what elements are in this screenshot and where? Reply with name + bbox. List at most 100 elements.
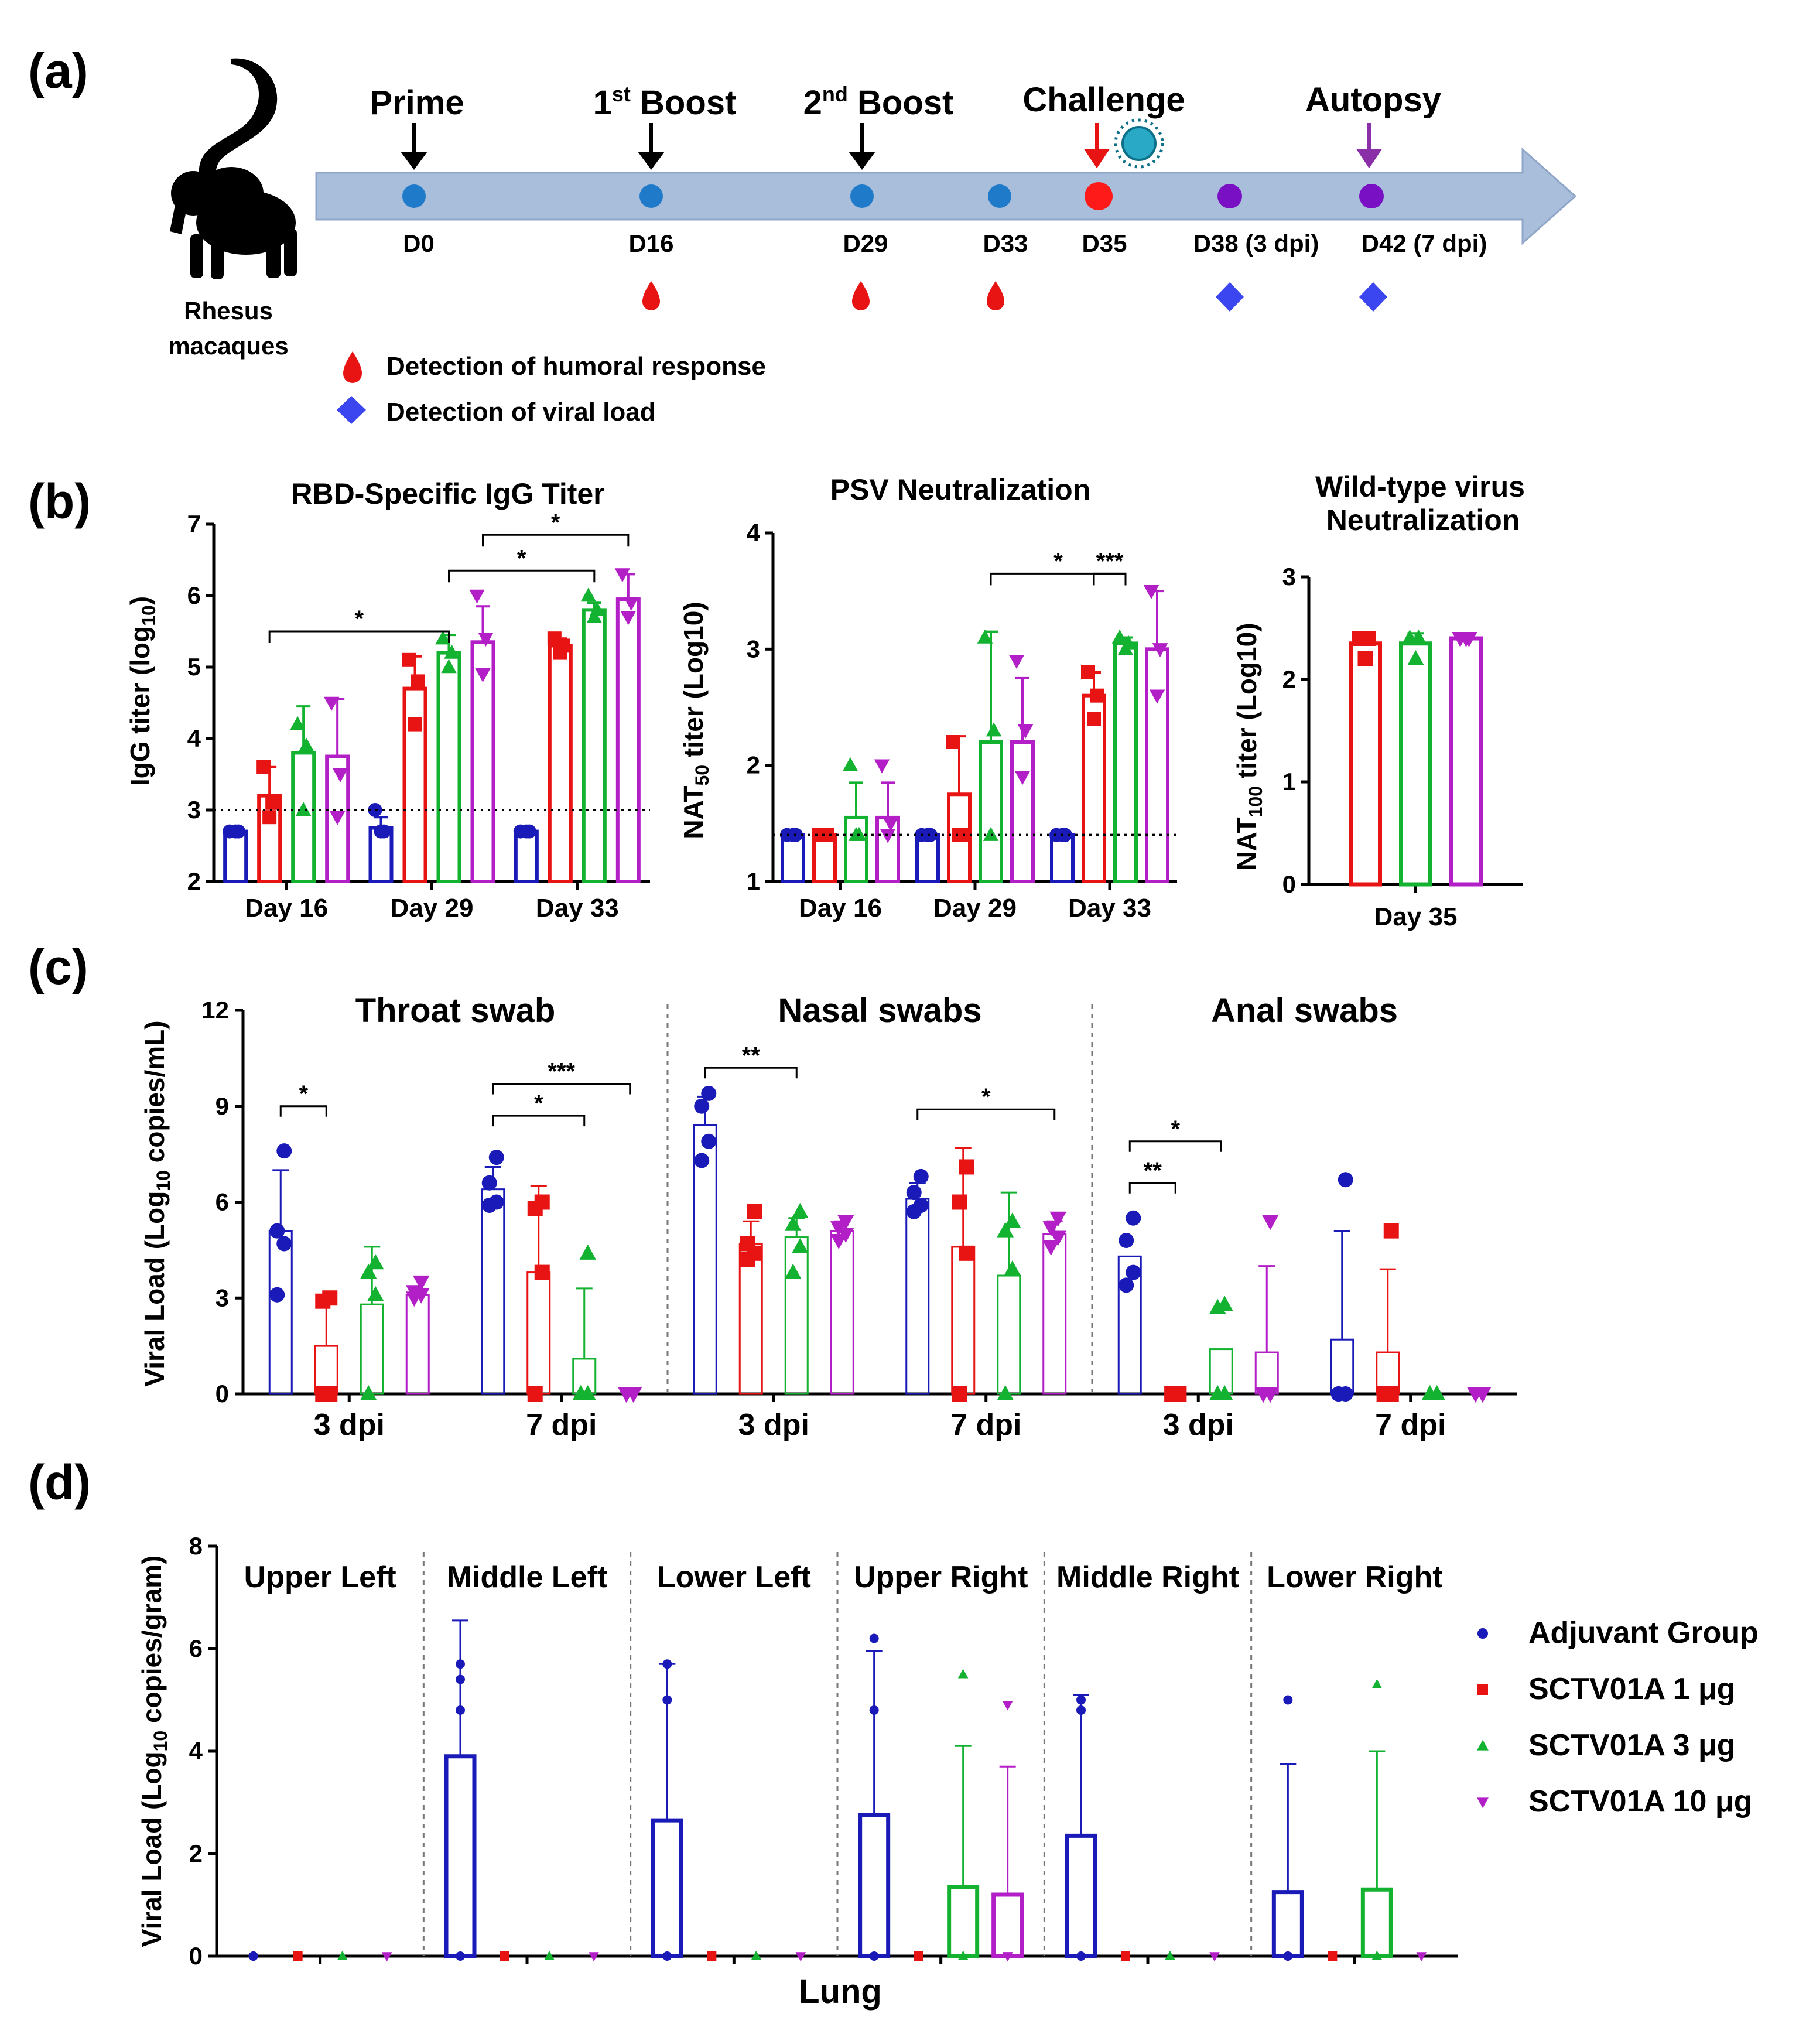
data-point <box>913 1168 929 1184</box>
data-point <box>1152 643 1168 658</box>
significance-label: * <box>534 1091 543 1116</box>
y-tick-label: 5 <box>187 653 201 681</box>
data-point <box>360 1385 377 1401</box>
legend-viral-load: Detection of viral load <box>386 398 656 426</box>
bar <box>979 740 1003 883</box>
significance-bracket <box>916 1108 1056 1120</box>
significance-label: * <box>1054 548 1063 574</box>
bar <box>1349 641 1382 887</box>
data-point <box>589 1952 599 1962</box>
chart-rbd-igg: RBD-Specific IgG Titer IgG titer (log10) 2… <box>125 477 650 922</box>
data-point <box>946 735 960 749</box>
data-point <box>707 1951 717 1961</box>
data-point <box>367 1286 384 1301</box>
x-tick-label: Day 16 <box>245 894 328 922</box>
data-point <box>959 1245 974 1261</box>
data-point <box>262 810 277 825</box>
data-point <box>694 1098 710 1114</box>
data-point <box>662 1659 672 1669</box>
event-title-challenge: Challenge <box>1022 81 1185 119</box>
data-point <box>276 1143 292 1159</box>
data-point <box>276 1236 292 1252</box>
data-point <box>332 768 348 782</box>
y-axis-label: IgG titer (log10) <box>125 596 159 786</box>
panel-d-label: (d) <box>28 1455 91 1510</box>
bar <box>875 815 900 883</box>
data-point <box>269 1287 285 1303</box>
data-point <box>869 1705 879 1715</box>
data-point <box>402 652 416 667</box>
x-tick-label: 7 dpi <box>950 1408 1021 1442</box>
data-point <box>1042 1221 1060 1237</box>
data-point <box>913 1197 929 1213</box>
day-label: D35 <box>1082 230 1127 257</box>
data-point <box>444 644 460 659</box>
data-point <box>1407 650 1424 666</box>
diamond-icon <box>1216 282 1244 312</box>
data-point <box>1017 724 1034 739</box>
significance-label: ** <box>1144 1158 1162 1184</box>
data-point <box>914 1951 923 1961</box>
blood-drop-icon <box>987 281 1004 310</box>
y-tick-label: 2 <box>1282 665 1296 693</box>
x-tick-label: Day 29 <box>391 894 474 922</box>
data-point <box>1401 630 1418 645</box>
x-tick-label: 7 dpi <box>1375 1408 1446 1442</box>
data-point <box>1081 665 1095 679</box>
panel-c-label: (c) <box>28 939 88 994</box>
chart-lung-viral-load: Viral Load (Log10 copies/gram) 0 2 4 6 8 Lung U… <box>136 1532 1759 2011</box>
timepoint-dot <box>402 184 426 208</box>
x-tick-label: 3 dpi <box>314 1408 385 1442</box>
bar <box>784 1236 809 1395</box>
panel-a-label: (a) <box>28 43 88 98</box>
data-point <box>481 1175 497 1191</box>
data-point <box>952 1386 967 1402</box>
significance-bracket <box>492 1115 586 1127</box>
x-category-label: Upper Right <box>854 1560 1028 1594</box>
data-point <box>837 1215 854 1230</box>
bar <box>991 1892 1024 1958</box>
data-point <box>441 659 457 674</box>
chart-title-line2: Neutralization <box>1326 504 1520 536</box>
y-tick-label: 3 <box>216 1284 229 1311</box>
y-tick-label: 8 <box>189 1532 203 1560</box>
data-point <box>456 1659 465 1669</box>
data-point <box>1087 712 1101 726</box>
bar <box>951 1246 976 1395</box>
legend-marker <box>1477 1797 1489 1809</box>
data-point <box>377 824 391 839</box>
day-label: D33 <box>983 230 1028 257</box>
event-title-boost1: 1st Boost <box>593 82 737 122</box>
bar <box>651 1818 683 1958</box>
data-point <box>959 1159 974 1175</box>
animal-label-line2: macaques <box>168 332 288 360</box>
data-point <box>337 1950 348 1960</box>
data-point <box>295 802 312 816</box>
x-tick-label: 7 dpi <box>526 1408 597 1442</box>
data-point <box>544 1950 555 1960</box>
data-point <box>1126 1210 1141 1226</box>
bar <box>1330 1338 1354 1395</box>
bar <box>1271 1890 1304 1958</box>
data-point <box>367 1254 384 1270</box>
data-point <box>1283 1695 1293 1705</box>
data-point <box>977 629 993 644</box>
data-point <box>223 824 237 839</box>
timepoint-dot <box>1217 184 1242 208</box>
legend-label: Adjuvant Group <box>1528 1616 1759 1650</box>
significance-bracket <box>448 569 596 583</box>
blood-drop-icon <box>642 281 660 310</box>
data-point <box>368 803 382 817</box>
significance-label: * <box>355 606 364 632</box>
data-point <box>527 1386 543 1402</box>
data-point <box>534 1264 550 1280</box>
bar <box>1449 636 1483 887</box>
significance-bracket <box>990 572 1127 586</box>
y-tick-label: 3 <box>187 796 201 823</box>
x-tick-label: Day 33 <box>1068 894 1151 922</box>
x-tick-label: Day 33 <box>536 894 619 922</box>
data-point <box>1143 585 1159 599</box>
legend-label: SCTV01A 1 μg <box>1528 1672 1736 1706</box>
data-point <box>869 1951 879 1961</box>
data-point <box>572 1385 590 1401</box>
